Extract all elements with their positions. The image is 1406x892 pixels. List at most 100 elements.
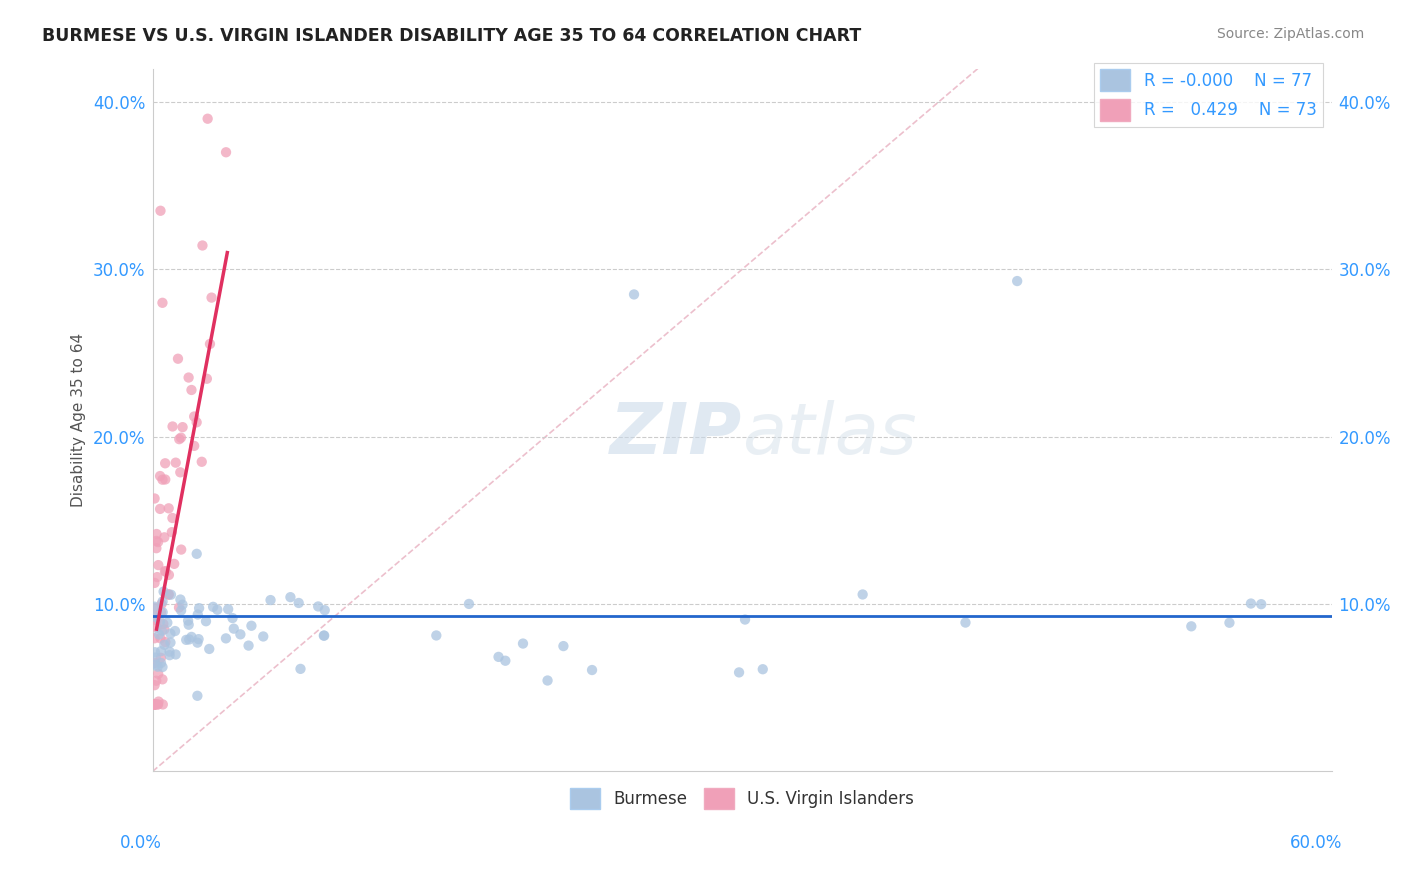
Point [1240,597,1263,611]
Point [143,698,166,712]
Point [149,632,172,646]
Point [198,337,221,351]
Point [153,564,176,578]
Point [488,649,510,664]
Point [188,601,211,615]
Point [143,609,166,624]
Point [172,420,194,434]
Point [200,291,222,305]
Point [157,587,180,601]
Point [728,665,751,680]
Point [143,678,166,692]
Point [167,432,190,446]
Point [145,657,167,672]
Point [145,673,167,688]
Point [159,626,181,640]
Text: 0.0%: 0.0% [120,834,162,852]
Point [195,614,218,628]
Text: Source: ZipAtlas.com: Source: ZipAtlas.com [1216,27,1364,41]
Point [146,698,169,712]
Point [425,628,447,642]
Point [157,588,180,602]
Point [165,648,187,662]
Point [143,698,166,712]
Point [307,599,329,614]
Point [752,662,775,676]
Point [145,533,167,548]
Point [207,603,229,617]
Point [146,535,169,549]
Point [157,568,180,582]
Point [150,624,173,638]
Point [143,575,166,590]
Point [1005,274,1028,288]
Point [146,621,169,635]
Point [155,635,177,649]
Point [186,547,208,561]
Point [157,501,180,516]
Point [143,601,166,615]
Point [238,639,260,653]
Point [536,673,558,688]
Point [221,611,243,625]
Point [229,627,252,641]
Point [494,654,516,668]
Point [174,632,197,647]
Point [146,698,169,712]
Point [165,456,187,470]
Point [955,615,977,630]
Point [160,588,183,602]
Point [148,695,170,709]
Point [145,527,167,541]
Point [186,415,208,429]
Point [143,698,166,712]
Point [152,594,174,608]
Point [198,642,221,657]
Point [512,636,534,650]
Point [312,629,335,643]
Point [190,455,212,469]
Point [145,650,167,665]
Point [152,698,174,712]
Point [290,662,312,676]
Point [217,602,239,616]
Legend: Burmese, U.S. Virgin Islanders: Burmese, U.S. Virgin Islanders [564,781,921,816]
Point [149,656,172,670]
Text: 60.0%: 60.0% [1291,834,1343,852]
Point [159,648,181,663]
Point [153,530,176,544]
Point [145,541,167,556]
Point [143,645,166,659]
Point [143,698,166,712]
Point [177,370,200,384]
Point [146,659,169,673]
Point [159,645,181,659]
Point [148,666,170,681]
Point [1218,615,1240,630]
Point [152,673,174,687]
Point [143,698,166,712]
Point [145,611,167,625]
Point [852,587,875,601]
Point [149,615,172,629]
Point [186,635,208,649]
Point [162,419,184,434]
Point [148,627,170,641]
Point [179,632,201,647]
Point [177,614,200,628]
Point [156,615,179,630]
Point [153,456,176,470]
Point [581,663,603,677]
Point [145,613,167,627]
Point [149,502,172,516]
Point [159,635,181,649]
Point [183,409,205,424]
Point [152,660,174,674]
Point [149,605,172,619]
Point [195,372,218,386]
Point [1180,619,1202,633]
Point [170,603,193,617]
Point [150,597,173,611]
Text: atlas: atlas [742,400,917,468]
Point [169,592,191,607]
